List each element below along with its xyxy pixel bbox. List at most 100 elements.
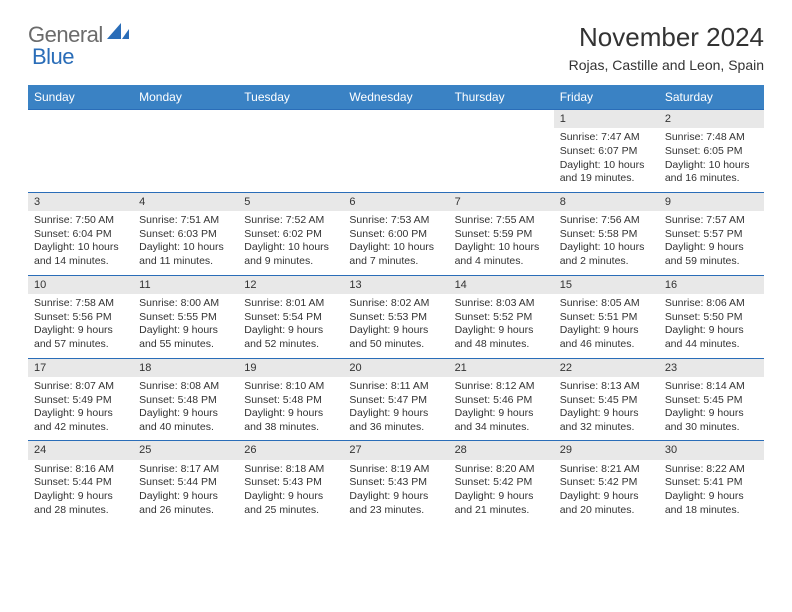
sunset-line: Sunset: 5:42 PM — [455, 476, 548, 490]
sunset-line: Sunset: 5:57 PM — [665, 228, 758, 242]
calendar-day-cell: 22Sunrise: 8:13 AMSunset: 5:45 PMDayligh… — [554, 358, 659, 441]
sunrise-line: Sunrise: 8:13 AM — [560, 380, 653, 394]
sunset-line: Sunset: 5:43 PM — [244, 476, 337, 490]
sunrise-line: Sunrise: 8:11 AM — [349, 380, 442, 394]
day-content: Sunrise: 8:05 AMSunset: 5:51 PMDaylight:… — [554, 294, 659, 358]
brand-part2: Blue — [32, 44, 74, 69]
sunset-line: Sunset: 5:58 PM — [560, 228, 653, 242]
day-content: Sunrise: 8:02 AMSunset: 5:53 PMDaylight:… — [343, 294, 448, 358]
calendar-day-cell: 23Sunrise: 8:14 AMSunset: 5:45 PMDayligh… — [659, 358, 764, 441]
calendar-day-cell: 15Sunrise: 8:05 AMSunset: 5:51 PMDayligh… — [554, 275, 659, 358]
weekday-label: Wednesday — [343, 85, 448, 109]
sunset-line: Sunset: 5:48 PM — [139, 394, 232, 408]
sunrise-line: Sunrise: 7:58 AM — [34, 297, 127, 311]
sunset-line: Sunset: 6:02 PM — [244, 228, 337, 242]
daylight-line: Daylight: 9 hours and 42 minutes. — [34, 407, 127, 434]
calendar-day-cell: 30 Sunrise: 8:22 AMSunset: 5:41 PMDayligh… — [659, 440, 764, 523]
sunset-line: Sunset: 5:49 PM — [34, 394, 127, 408]
daylight-line: Daylight: 10 hours and 9 minutes. — [244, 241, 337, 268]
sunrise-line: Sunrise: 7:57 AM — [665, 214, 758, 228]
calendar-day-cell: 5Sunrise: 7:52 AMSunset: 6:02 PMDaylight… — [238, 192, 343, 275]
daylight-line: Daylight: 9 hours and 46 minutes. — [560, 324, 653, 351]
day-content: Sunrise: 7:55 AMSunset: 5:59 PMDaylight:… — [449, 211, 554, 275]
daylight-line: Daylight: 9 hours and 44 minutes. — [665, 324, 758, 351]
daylight-line: Daylight: 9 hours and 52 minutes. — [244, 324, 337, 351]
sunrise-line: Sunrise: 7:47 AM — [560, 131, 653, 145]
day-number: 27 — [343, 441, 448, 459]
sunset-line: Sunset: 5:53 PM — [349, 311, 442, 325]
day-number: 25 — [133, 441, 238, 459]
calendar-body: 1Sunrise: 7:47 AMSunset: 6:07 PMDaylight… — [28, 109, 764, 523]
day-number: 26 — [238, 441, 343, 459]
calendar-weekday-header: SundayMondayTuesdayWednesdayThursdayFrid… — [28, 85, 764, 109]
brand-part2-wrap: Blue — [32, 44, 74, 70]
sunset-line: Sunset: 6:03 PM — [139, 228, 232, 242]
day-content: Sunrise: 8:06 AMSunset: 5:50 PMDaylight:… — [659, 294, 764, 358]
sunrise-line: Sunrise: 8:12 AM — [455, 380, 548, 394]
day-number: 30 — [659, 441, 764, 459]
sunset-line: Sunset: 5:51 PM — [560, 311, 653, 325]
page-subtitle: Rojas, Castille and Leon, Spain — [569, 57, 764, 73]
calendar-day-cell: 8Sunrise: 7:56 AMSunset: 5:58 PMDaylight… — [554, 192, 659, 275]
calendar-day-cell: 17Sunrise: 8:07 AMSunset: 5:49 PMDayligh… — [28, 358, 133, 441]
day-content: Sunrise: 7:50 AMSunset: 6:04 PMDaylight:… — [28, 211, 133, 275]
daylight-line: Daylight: 10 hours and 19 minutes. — [560, 159, 653, 186]
daylight-line: Daylight: 10 hours and 14 minutes. — [34, 241, 127, 268]
day-number: 19 — [238, 359, 343, 377]
sunset-line: Sunset: 5:54 PM — [244, 311, 337, 325]
daylight-line: Daylight: 9 hours and 38 minutes. — [244, 407, 337, 434]
calendar-empty-cell — [343, 109, 448, 192]
daylight-line: Daylight: 9 hours and 20 minutes. — [560, 490, 653, 517]
calendar-day-cell: 24Sunrise: 8:16 AMSunset: 5:44 PMDayligh… — [28, 440, 133, 523]
day-content: Sunrise: 8:17 AMSunset: 5:44 PMDaylight:… — [133, 460, 238, 524]
sunset-line: Sunset: 5:50 PM — [665, 311, 758, 325]
day-number: 14 — [449, 276, 554, 294]
day-content: Sunrise: 8:21 AMSunset: 5:42 PMDaylight:… — [554, 460, 659, 524]
day-content: Sunrise: 7:53 AMSunset: 6:00 PMDaylight:… — [343, 211, 448, 275]
day-number: 7 — [449, 193, 554, 211]
sunset-line: Sunset: 5:41 PM — [665, 476, 758, 490]
daylight-line: Daylight: 9 hours and 59 minutes. — [665, 241, 758, 268]
sunset-line: Sunset: 5:46 PM — [455, 394, 548, 408]
sunset-line: Sunset: 5:43 PM — [349, 476, 442, 490]
sunset-line: Sunset: 5:52 PM — [455, 311, 548, 325]
calendar-empty-cell — [28, 109, 133, 192]
day-content: Sunrise: 8:01 AMSunset: 5:54 PMDaylight:… — [238, 294, 343, 358]
daylight-line: Daylight: 9 hours and 23 minutes. — [349, 490, 442, 517]
day-content: Sunrise: 8:03 AMSunset: 5:52 PMDaylight:… — [449, 294, 554, 358]
sunset-line: Sunset: 5:45 PM — [560, 394, 653, 408]
daylight-line: Daylight: 10 hours and 7 minutes. — [349, 241, 442, 268]
day-content: Sunrise: 8:18 AMSunset: 5:43 PMDaylight:… — [238, 460, 343, 524]
sunset-line: Sunset: 5:48 PM — [244, 394, 337, 408]
sunrise-line: Sunrise: 8:05 AM — [560, 297, 653, 311]
day-content: Sunrise: 8:07 AMSunset: 5:49 PMDaylight:… — [28, 377, 133, 441]
page-header: General November 2024 Rojas, Castille an… — [28, 22, 764, 73]
weekday-label: Tuesday — [238, 85, 343, 109]
daylight-line: Daylight: 10 hours and 16 minutes. — [665, 159, 758, 186]
calendar-day-cell: 27 Sunrise: 8:19 AMSunset: 5:43 PMDayligh… — [343, 440, 448, 523]
calendar-day-cell: 2Sunrise: 7:48 AMSunset: 6:05 PMDaylight… — [659, 109, 764, 192]
calendar-day-cell: 16Sunrise: 8:06 AMSunset: 5:50 PMDayligh… — [659, 275, 764, 358]
sunrise-line: Sunrise: 7:55 AM — [455, 214, 548, 228]
day-content: Sunrise: 8:12 AMSunset: 5:46 PMDaylight:… — [449, 377, 554, 441]
daylight-line: Daylight: 9 hours and 18 minutes. — [665, 490, 758, 517]
sunrise-line: Sunrise: 7:48 AM — [665, 131, 758, 145]
sunset-line: Sunset: 5:45 PM — [665, 394, 758, 408]
day-content: Sunrise: 8:08 AMSunset: 5:48 PMDaylight:… — [133, 377, 238, 441]
sunset-line: Sunset: 5:55 PM — [139, 311, 232, 325]
calendar-day-cell: 11Sunrise: 8:00 AMSunset: 5:55 PMDayligh… — [133, 275, 238, 358]
daylight-line: Daylight: 10 hours and 11 minutes. — [139, 241, 232, 268]
day-content: Sunrise: 7:52 AMSunset: 6:02 PMDaylight:… — [238, 211, 343, 275]
daylight-line: Daylight: 9 hours and 50 minutes. — [349, 324, 442, 351]
calendar-day-cell: 20Sunrise: 8:11 AMSunset: 5:47 PMDayligh… — [343, 358, 448, 441]
calendar-day-cell: 7Sunrise: 7:55 AMSunset: 5:59 PMDaylight… — [449, 192, 554, 275]
day-number: 10 — [28, 276, 133, 294]
sunrise-line: Sunrise: 8:19 AM — [349, 463, 442, 477]
calendar-empty-cell — [133, 109, 238, 192]
calendar-day-cell: 3Sunrise: 7:50 AMSunset: 6:04 PMDaylight… — [28, 192, 133, 275]
calendar-day-cell: 29Sunrise: 8:21 AMSunset: 5:42 PMDayligh… — [554, 440, 659, 523]
sunset-line: Sunset: 5:56 PM — [34, 311, 127, 325]
sunset-line: Sunset: 5:44 PM — [34, 476, 127, 490]
calendar-day-cell: 26Sunrise: 8:18 AMSunset: 5:43 PMDayligh… — [238, 440, 343, 523]
sunrise-line: Sunrise: 8:22 AM — [665, 463, 758, 477]
